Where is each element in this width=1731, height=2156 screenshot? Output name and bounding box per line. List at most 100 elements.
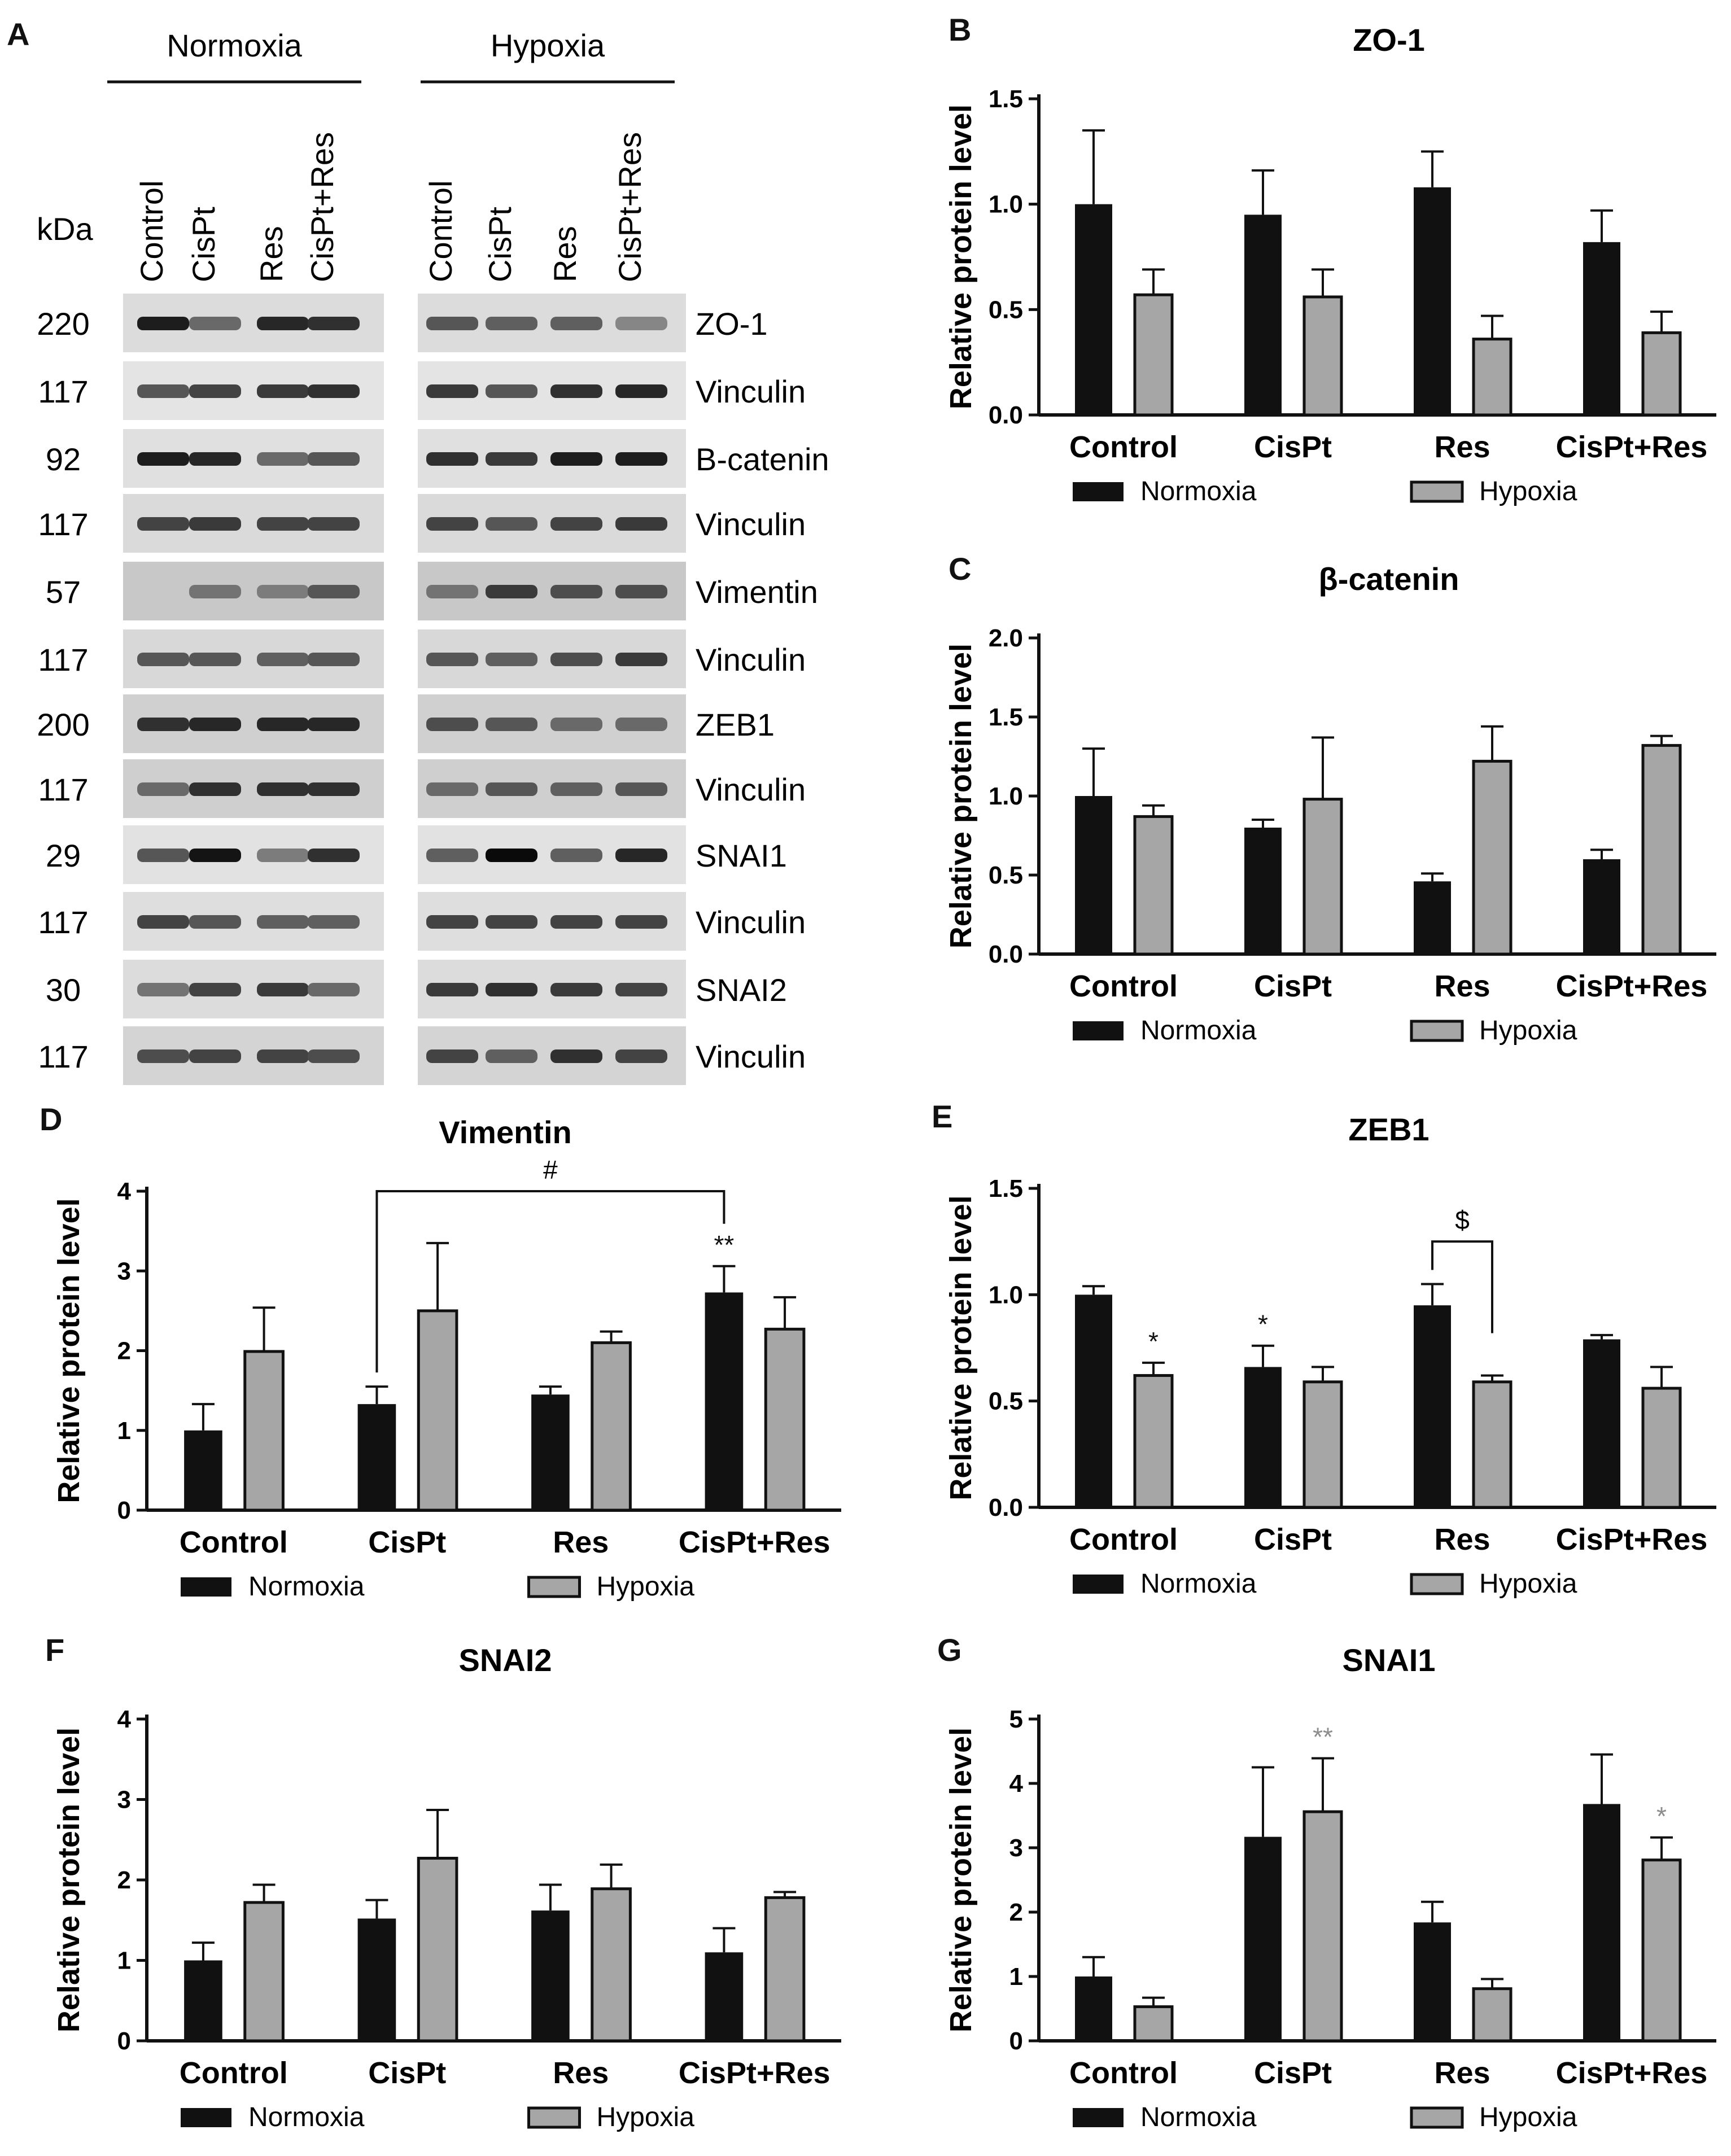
y-axis-label: Relative protein level xyxy=(944,1728,978,2032)
protein-band xyxy=(550,849,602,862)
bar-normoxia xyxy=(531,1394,570,1510)
protein-band xyxy=(615,718,667,731)
protein-band xyxy=(257,384,309,398)
protein-band xyxy=(308,452,360,466)
protein-band xyxy=(257,849,309,862)
y-tick-label: 0.0 xyxy=(989,1494,1023,1521)
chart-zo1: ZO-1 Relative protein level 0.0 0.5 1.0 1.5 Co… xyxy=(944,22,1716,506)
protein-band xyxy=(426,653,478,666)
y-tick-label: 1.0 xyxy=(989,191,1023,218)
protein-band xyxy=(486,517,537,531)
protein-band xyxy=(308,849,360,862)
legend-swatch-hypoxia xyxy=(1410,1573,1464,1595)
bar-normoxia xyxy=(1583,859,1620,954)
protein-band xyxy=(486,849,537,862)
group-label-normoxia: Normoxia xyxy=(167,28,302,63)
lane-label: CisPt xyxy=(186,207,221,282)
x-category-label: Res xyxy=(1434,2056,1490,2090)
bar-normoxia xyxy=(1583,1339,1620,1507)
bar-hypoxia xyxy=(1641,1858,1682,2043)
protein-name: SNAI1 xyxy=(696,838,787,873)
chart-title: SNAI1 xyxy=(1343,1642,1436,1678)
y-tick-label: 0.0 xyxy=(989,401,1023,429)
kda-value: 117 xyxy=(38,904,88,940)
protein-band xyxy=(615,915,667,929)
y-tick-label: 4 xyxy=(1009,1770,1024,1798)
protein-band xyxy=(189,718,241,731)
bar-hypoxia xyxy=(1472,338,1513,417)
kda-value: 117 xyxy=(38,772,88,807)
protein-band xyxy=(426,585,478,598)
x-category-label: Control xyxy=(1069,2056,1178,2090)
protein-band xyxy=(426,718,478,731)
protein-band xyxy=(426,915,478,929)
protein-band xyxy=(308,983,360,996)
significance-mark: * xyxy=(1258,1310,1268,1339)
y-axis-label: Relative protein level xyxy=(52,1198,86,1503)
protein-band xyxy=(308,1049,360,1063)
protein-band xyxy=(308,384,360,398)
bar-normoxia xyxy=(1244,828,1282,954)
legend-swatch-hypoxia xyxy=(1410,1020,1464,1042)
x-category-label: Control xyxy=(1069,1523,1178,1556)
y-tick-label: 1 xyxy=(117,1947,131,1975)
protein-name: Vinculin xyxy=(696,904,806,940)
bar-normoxia xyxy=(531,1910,570,2041)
lane-label: Res xyxy=(253,226,289,282)
chart-title: ZO-1 xyxy=(1353,22,1425,58)
legend-label-normoxia: Normoxia xyxy=(248,2102,365,2132)
bar-normoxia xyxy=(1075,1295,1112,1507)
protein-band xyxy=(550,653,602,666)
bar-normoxia xyxy=(705,1292,744,1510)
lane-label: Control xyxy=(134,180,169,282)
protein-band xyxy=(426,517,478,531)
protein-band xyxy=(257,718,309,731)
bar-normoxia xyxy=(1414,1305,1451,1507)
protein-band xyxy=(189,585,241,598)
y-tick-label: 2.0 xyxy=(989,624,1023,652)
bar-normoxia xyxy=(1244,1836,1282,2041)
legend-swatch-normoxia xyxy=(1073,1575,1124,1594)
bar-hypoxia xyxy=(417,1857,458,2043)
bar-hypoxia xyxy=(243,1901,285,2043)
protein-name: Vinculin xyxy=(696,506,806,542)
bar-hypoxia xyxy=(591,1887,632,2043)
protein-band xyxy=(550,317,602,330)
legend-swatch-normoxia xyxy=(181,2108,231,2127)
protein-band xyxy=(615,585,667,598)
significance-mark: ** xyxy=(714,1230,735,1260)
x-category-label: Res xyxy=(553,1525,609,1559)
protein-band xyxy=(550,915,602,929)
protein-band xyxy=(486,782,537,796)
protein-band xyxy=(615,653,667,666)
bracket-label: $ xyxy=(1455,1205,1470,1235)
kda-value: 117 xyxy=(38,506,88,542)
protein-band xyxy=(615,782,667,796)
protein-name: Vinculin xyxy=(696,772,806,807)
protein-band xyxy=(426,317,478,330)
y-tick-label: 0 xyxy=(117,2027,131,2055)
protein-band xyxy=(550,718,602,731)
protein-band xyxy=(257,915,309,929)
protein-band xyxy=(486,384,537,398)
protein-band xyxy=(550,517,602,531)
kda-value: 220 xyxy=(37,306,89,342)
protein-band xyxy=(426,849,478,862)
protein-name: ZEB1 xyxy=(696,707,775,742)
bar-hypoxia xyxy=(417,1309,458,1512)
y-tick-label: 3 xyxy=(117,1786,131,1814)
western-blot-panel: Normoxia Hypoxia Control CisPt Res CisPt+Res C… xyxy=(37,28,829,1085)
kda-value: 57 xyxy=(46,574,81,610)
bar-hypoxia xyxy=(1133,815,1174,956)
bar-normoxia xyxy=(1414,1922,1451,2041)
y-tick-label: 0.5 xyxy=(989,296,1023,323)
y-tick-label: 2 xyxy=(117,1866,131,1894)
bar-normoxia xyxy=(184,1430,222,1510)
x-category-label: Res xyxy=(553,2056,609,2090)
panel-letter-d: D xyxy=(40,1101,63,1137)
protein-band xyxy=(550,585,602,598)
x-category-label: CisPt+Res xyxy=(679,1525,830,1559)
bar-normoxia xyxy=(357,1404,396,1510)
legend-swatch-normoxia xyxy=(1073,1021,1124,1040)
legend-label-hypoxia: Hypoxia xyxy=(597,1572,695,1602)
